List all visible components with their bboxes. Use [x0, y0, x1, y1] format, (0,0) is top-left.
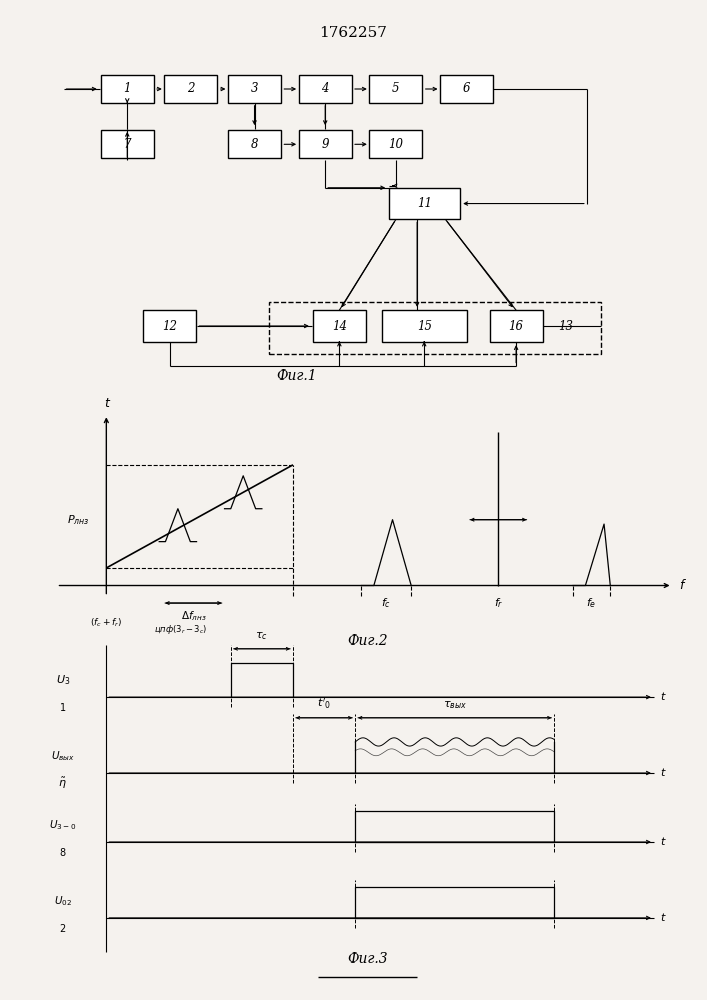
Text: $U_3$: $U_3$ [56, 673, 70, 687]
Text: Фиг.3: Фиг.3 [347, 952, 388, 966]
Text: $2$: $2$ [59, 922, 66, 934]
Text: Фиг.2: Фиг.2 [347, 634, 388, 648]
Text: $8$: $8$ [59, 846, 66, 858]
Bar [382, 310, 467, 342]
Text: $\Delta f_{лнз}$: $\Delta f_{лнз}$ [180, 610, 206, 623]
Bar [144, 310, 197, 342]
Text: $f_e$: $f_e$ [586, 596, 597, 610]
Text: 3: 3 [251, 83, 258, 96]
Bar [389, 188, 460, 219]
Bar [440, 75, 493, 103]
Text: 9: 9 [322, 138, 329, 151]
Text: 7: 7 [124, 138, 131, 151]
Text: 1: 1 [124, 83, 131, 96]
Text: t: t [660, 768, 665, 778]
Bar [228, 130, 281, 158]
Text: 4: 4 [322, 83, 329, 96]
Text: f: f [679, 579, 683, 592]
Text: $U_{02}$: $U_{02}$ [54, 894, 72, 908]
Bar [299, 130, 352, 158]
Text: 11: 11 [416, 197, 432, 210]
Text: 1762257: 1762257 [320, 26, 387, 40]
Text: 12: 12 [162, 320, 177, 332]
Bar [101, 130, 154, 158]
Bar [370, 75, 423, 103]
Text: t: t [660, 692, 665, 702]
Bar [313, 310, 366, 342]
Text: 10: 10 [388, 138, 404, 151]
Text: 2: 2 [187, 83, 194, 96]
Text: $f_c$: $f_c$ [381, 596, 392, 610]
Text: $\tilde{\eta}$: $\tilde{\eta}$ [59, 776, 67, 791]
Text: 5: 5 [392, 83, 399, 96]
Text: $P_{лнз}$: $P_{лнз}$ [67, 513, 90, 527]
Text: 14: 14 [332, 320, 347, 332]
Text: 8: 8 [251, 138, 258, 151]
Bar [228, 75, 281, 103]
Text: $(f_c+f_r)$: $(f_c+f_r)$ [90, 616, 122, 629]
Bar [101, 75, 154, 103]
Text: 13: 13 [558, 320, 573, 332]
Text: 15: 15 [416, 320, 432, 332]
Text: $t'_0$: $t'_0$ [317, 696, 331, 711]
Text: t: t [660, 913, 665, 923]
Text: $\tau_c$: $\tau_c$ [255, 630, 268, 642]
Text: 6: 6 [463, 83, 470, 96]
Text: $U_{вых}$: $U_{вых}$ [51, 749, 75, 763]
Text: $f_r$: $f_r$ [493, 596, 503, 610]
Text: t: t [104, 397, 109, 410]
Text: t: t [660, 837, 665, 847]
Bar [164, 75, 218, 103]
Bar [370, 130, 423, 158]
Text: $\tau_{вых}$: $\tau_{вых}$ [443, 699, 467, 711]
Text: цпф$(3_r-3_c)$: цпф$(3_r-3_c)$ [154, 623, 208, 636]
Bar [299, 75, 352, 103]
Bar [489, 310, 543, 342]
Bar [269, 302, 601, 354]
Text: $1$: $1$ [59, 701, 66, 713]
Text: Фиг.1: Фиг.1 [276, 369, 317, 383]
Text: $U_{3-0}$: $U_{3-0}$ [49, 818, 76, 832]
Text: 16: 16 [508, 320, 524, 332]
